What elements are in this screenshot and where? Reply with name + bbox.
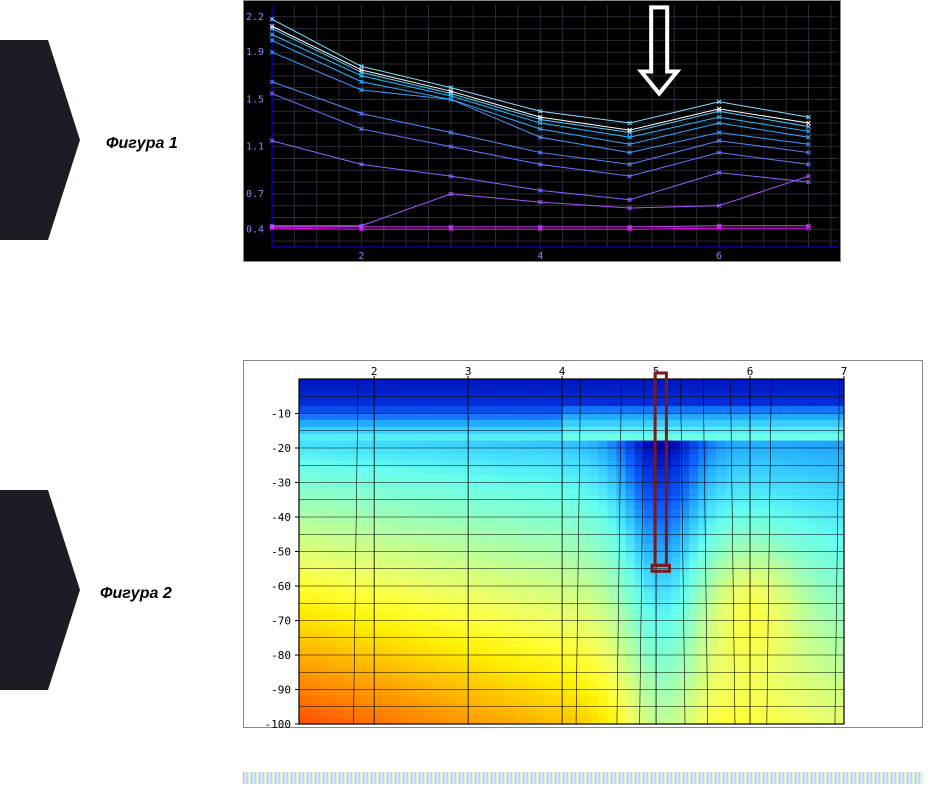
svg-text:-40: -40 — [271, 511, 291, 524]
svg-text:-70: -70 — [271, 615, 291, 628]
line-chart-svg: 2 4 6 0.4 0.7 1.1 1.5 1.9 2.2 — [244, 1, 842, 263]
svg-text:-30: -30 — [271, 477, 291, 490]
figure-1-label: Фигура 1 — [106, 135, 178, 153]
contour-heatmap-svg: 234567-10-20-30-40-50-60-70-80-90-1002.2… — [244, 361, 924, 729]
svg-text:1.9: 1.9 — [246, 47, 264, 58]
svg-text:-20: -20 — [271, 442, 291, 455]
svg-text:-100: -100 — [265, 718, 292, 729]
figure-2-label: Фигура 2 — [100, 585, 172, 603]
contour-heatmap: 234567-10-20-30-40-50-60-70-80-90-1002.2… — [243, 360, 923, 728]
svg-text:-10: -10 — [271, 408, 291, 421]
svg-text:0.7: 0.7 — [246, 189, 264, 200]
svg-text:0.4: 0.4 — [246, 224, 264, 235]
svg-text:1.5: 1.5 — [246, 94, 264, 105]
svg-text:-80: -80 — [271, 649, 291, 662]
svg-text:-50: -50 — [271, 546, 291, 559]
noise-strip — [243, 772, 923, 784]
svg-text:2: 2 — [358, 251, 364, 262]
svg-text:2.2: 2.2 — [246, 12, 264, 23]
pentagon-marker-2 — [0, 490, 80, 690]
svg-text:4: 4 — [537, 251, 543, 262]
svg-text:1.1: 1.1 — [246, 142, 264, 153]
pentagon-marker-1 — [0, 40, 80, 240]
line-chart: 2 4 6 0.4 0.7 1.1 1.5 1.9 2.2 — [243, 0, 841, 262]
svg-text:-60: -60 — [271, 580, 291, 593]
svg-text:-90: -90 — [271, 684, 291, 697]
svg-text:6: 6 — [716, 251, 722, 262]
